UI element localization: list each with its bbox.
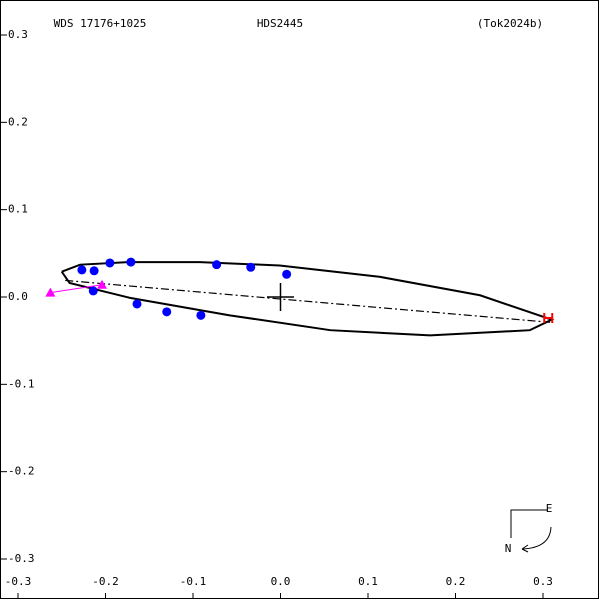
orbit	[60, 261, 555, 337]
y-tick-label: 0.2	[8, 115, 28, 128]
x-tick-label: 0.1	[358, 575, 378, 588]
observation-point	[132, 299, 142, 309]
y-tick-label: -0.2	[8, 465, 35, 478]
compass-arrowhead	[521, 544, 529, 553]
observation-point	[88, 286, 98, 296]
speckle-point	[543, 312, 554, 323]
x-tick-label: 0.0	[271, 575, 291, 588]
triangle-point	[45, 287, 56, 297]
triangle-track	[50, 284, 103, 294]
y-tick-label: 0.1	[8, 203, 28, 216]
observation-point	[196, 310, 206, 320]
line-of-nodes	[65, 279, 551, 323]
observation-point	[212, 260, 222, 270]
compass-east: E	[546, 502, 553, 515]
x-tick-label: -0.1	[180, 575, 207, 588]
compass-arrow	[521, 526, 552, 550]
chart-title: HDS2445	[257, 17, 303, 30]
observation-point	[126, 257, 136, 267]
observation-point	[246, 262, 256, 272]
observation-point	[77, 265, 87, 275]
y-tick-label: 0.0	[8, 290, 28, 303]
chart-subtitle: WDS 17176+1025	[54, 17, 147, 30]
x-tick-label: -0.3	[5, 575, 32, 588]
observation-point	[282, 269, 292, 279]
compass	[510, 509, 552, 553]
y-tick-label: 0.3	[8, 28, 28, 41]
triangle-point	[97, 279, 107, 289]
x-tick-label: 0.3	[533, 575, 553, 588]
observation-point	[89, 266, 99, 276]
x-tick-label: -0.2	[92, 575, 119, 588]
origin-cross	[267, 283, 294, 311]
y-tick-label: -0.3	[8, 552, 35, 565]
compass-north: N	[505, 542, 512, 555]
observation-point	[162, 307, 172, 317]
observation-point	[105, 258, 115, 268]
annotation: (Tok2024b)	[477, 17, 543, 30]
compass-arms	[510, 509, 548, 538]
y-tick-label: -0.1	[8, 377, 35, 390]
x-tick-label: 0.2	[446, 575, 466, 588]
